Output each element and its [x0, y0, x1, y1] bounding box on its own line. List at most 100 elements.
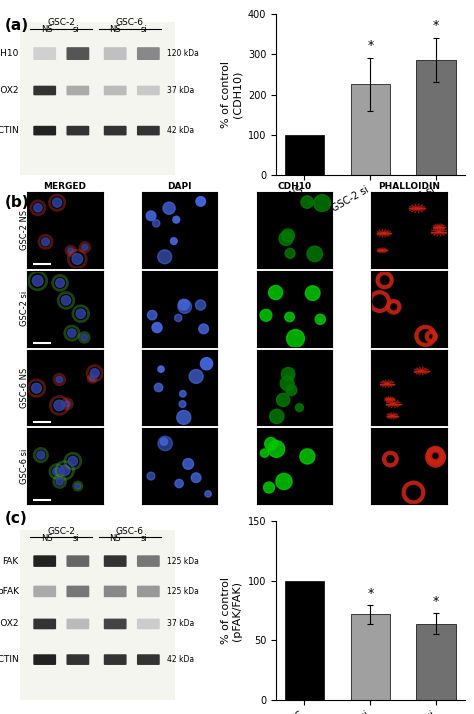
Title: DAPI: DAPI: [167, 182, 192, 191]
FancyBboxPatch shape: [66, 618, 89, 629]
Circle shape: [276, 393, 290, 406]
Circle shape: [305, 286, 320, 301]
FancyBboxPatch shape: [66, 126, 89, 136]
Circle shape: [269, 286, 283, 300]
Bar: [417, 61, 456, 175]
Text: pFAK: pFAK: [0, 587, 19, 596]
Circle shape: [160, 438, 168, 446]
Title: PHALLOIDIN: PHALLOIDIN: [378, 182, 440, 191]
Circle shape: [146, 211, 156, 221]
FancyBboxPatch shape: [104, 126, 127, 136]
FancyBboxPatch shape: [137, 618, 160, 629]
Circle shape: [282, 229, 294, 242]
FancyBboxPatch shape: [66, 86, 89, 95]
FancyBboxPatch shape: [33, 585, 56, 597]
Circle shape: [90, 368, 100, 378]
Circle shape: [195, 300, 206, 310]
FancyBboxPatch shape: [137, 585, 160, 597]
Text: *: *: [433, 595, 439, 608]
FancyBboxPatch shape: [33, 618, 56, 629]
Circle shape: [152, 323, 162, 333]
Circle shape: [34, 203, 42, 212]
Circle shape: [75, 483, 80, 488]
Circle shape: [301, 196, 313, 208]
Circle shape: [173, 216, 180, 223]
FancyBboxPatch shape: [33, 47, 56, 60]
Circle shape: [147, 472, 155, 480]
Title: CDH10: CDH10: [277, 182, 311, 191]
Circle shape: [56, 376, 63, 383]
Text: β-ACTIN: β-ACTIN: [0, 126, 19, 135]
Circle shape: [53, 468, 61, 476]
FancyBboxPatch shape: [66, 555, 89, 567]
Text: (c): (c): [5, 511, 27, 526]
FancyBboxPatch shape: [33, 555, 56, 567]
Text: NS: NS: [41, 24, 53, 34]
Text: GSC-2: GSC-2: [47, 18, 75, 27]
Text: GSC-6: GSC-6: [116, 527, 144, 536]
FancyBboxPatch shape: [137, 555, 160, 567]
Circle shape: [32, 276, 43, 286]
Y-axis label: GSC-6 si: GSC-6 si: [19, 448, 28, 484]
Circle shape: [175, 479, 183, 488]
Text: si: si: [141, 24, 147, 34]
Text: 37 kDa: 37 kDa: [167, 620, 194, 628]
FancyBboxPatch shape: [104, 654, 127, 665]
Circle shape: [171, 238, 177, 244]
Bar: [20, 22, 175, 175]
Circle shape: [90, 376, 94, 381]
Circle shape: [276, 473, 292, 490]
Circle shape: [179, 401, 186, 408]
FancyBboxPatch shape: [33, 86, 56, 95]
Circle shape: [42, 238, 49, 246]
FancyBboxPatch shape: [137, 654, 160, 665]
Text: NS: NS: [109, 24, 121, 34]
Text: si: si: [141, 534, 147, 543]
FancyBboxPatch shape: [104, 555, 127, 567]
Circle shape: [287, 330, 304, 348]
Text: MEOX2: MEOX2: [0, 620, 19, 628]
Bar: [20, 531, 175, 700]
Text: CDH10: CDH10: [0, 49, 19, 58]
Circle shape: [307, 246, 322, 261]
Text: 37 kDa: 37 kDa: [167, 86, 194, 95]
FancyBboxPatch shape: [33, 126, 56, 136]
Text: β-ACTIN: β-ACTIN: [0, 655, 19, 664]
Bar: [285, 581, 324, 700]
Circle shape: [68, 248, 73, 253]
Circle shape: [191, 473, 201, 483]
Text: NS: NS: [109, 534, 121, 543]
FancyBboxPatch shape: [137, 86, 160, 95]
Circle shape: [174, 314, 182, 321]
Circle shape: [37, 451, 45, 459]
Circle shape: [268, 441, 285, 458]
Y-axis label: % of control
(pFAK/FAK): % of control (pFAK/FAK): [221, 577, 242, 644]
Circle shape: [196, 196, 206, 206]
Circle shape: [155, 383, 163, 392]
Circle shape: [315, 314, 325, 324]
Circle shape: [282, 368, 295, 381]
Y-axis label: GSC-2 si: GSC-2 si: [19, 291, 28, 326]
Bar: [417, 623, 456, 700]
Circle shape: [264, 438, 277, 450]
Y-axis label: GSC-6 NS: GSC-6 NS: [19, 367, 28, 408]
Text: 42 kDa: 42 kDa: [167, 126, 194, 135]
Text: *: *: [367, 587, 374, 600]
Circle shape: [260, 309, 272, 321]
Circle shape: [158, 436, 173, 451]
FancyBboxPatch shape: [66, 654, 89, 665]
Circle shape: [264, 482, 274, 493]
Circle shape: [295, 403, 303, 411]
Text: si: si: [73, 534, 79, 543]
Y-axis label: % of control
(CDH10): % of control (CDH10): [221, 61, 242, 128]
FancyBboxPatch shape: [137, 47, 160, 60]
Circle shape: [279, 231, 293, 246]
Text: (a): (a): [5, 18, 29, 33]
Circle shape: [285, 248, 295, 258]
Text: NS: NS: [41, 534, 53, 543]
Circle shape: [31, 383, 41, 393]
Circle shape: [300, 449, 315, 464]
Circle shape: [56, 478, 63, 485]
Circle shape: [158, 366, 164, 372]
Title: MERGED: MERGED: [43, 182, 86, 191]
